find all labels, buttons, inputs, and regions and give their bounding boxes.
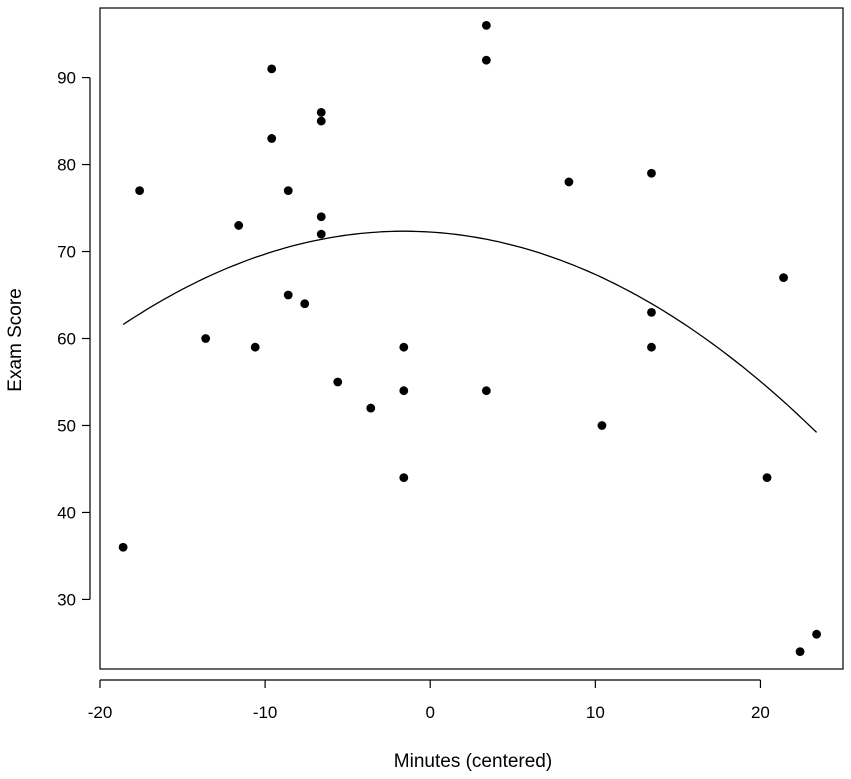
y-tick-label: 80 xyxy=(57,156,76,175)
y-axis: 30 40 50 60 70 80 90 xyxy=(57,69,91,609)
y-tick-label: 60 xyxy=(57,330,76,349)
data-point xyxy=(267,134,277,143)
data-points xyxy=(118,20,821,657)
y-axis-label: Exam Score xyxy=(5,288,26,391)
data-point xyxy=(316,229,326,239)
data-point xyxy=(283,186,293,196)
data-point xyxy=(647,308,656,317)
x-tick-label: 0 xyxy=(425,703,434,722)
data-point xyxy=(481,55,491,65)
data-point xyxy=(481,20,491,30)
x-tick-label: -10 xyxy=(253,703,278,722)
data-point xyxy=(597,421,607,430)
x-tick-label: -20 xyxy=(88,703,113,722)
data-point xyxy=(399,386,409,396)
data-point xyxy=(399,473,409,483)
data-point xyxy=(795,647,805,657)
x-tick-label: 10 xyxy=(586,703,605,722)
data-point xyxy=(564,177,574,187)
data-point xyxy=(647,342,656,352)
data-point xyxy=(647,168,656,178)
data-point xyxy=(201,334,211,343)
data-point xyxy=(333,377,343,387)
data-point xyxy=(762,473,772,483)
x-axis-label: Minutes (centered) xyxy=(394,751,552,772)
y-tick-label: 40 xyxy=(57,503,76,522)
data-point xyxy=(250,342,260,352)
y-tick-label: 30 xyxy=(57,590,76,609)
data-point xyxy=(234,221,244,230)
plot-frame xyxy=(99,7,844,670)
y-tick-label: 50 xyxy=(57,416,76,435)
data-point xyxy=(316,212,326,222)
data-point xyxy=(118,542,128,552)
data-point xyxy=(135,186,145,196)
x-axis: -20 -10 0 10 20 xyxy=(88,679,770,722)
fit-curve xyxy=(122,230,818,433)
data-point xyxy=(300,299,310,309)
data-point xyxy=(779,273,788,283)
data-point xyxy=(283,290,293,300)
data-point xyxy=(399,342,409,352)
data-point xyxy=(267,64,277,74)
y-tick-label: 90 xyxy=(57,69,76,88)
data-point xyxy=(481,386,491,396)
data-point xyxy=(316,107,326,117)
data-point xyxy=(316,116,326,126)
x-tick-label: 20 xyxy=(751,703,770,722)
data-point xyxy=(812,629,821,639)
y-tick-label: 70 xyxy=(57,243,76,262)
data-point xyxy=(366,403,376,413)
